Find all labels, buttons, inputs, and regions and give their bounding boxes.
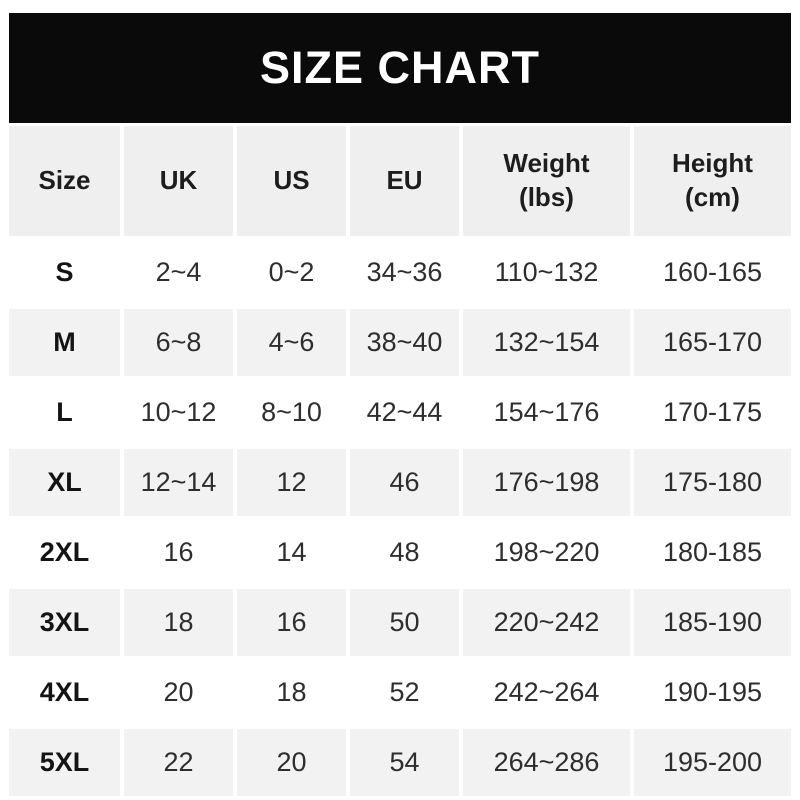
cell-weight: 110~132 — [463, 239, 630, 306]
column-header-us: US — [237, 126, 346, 236]
cell-us: 12 — [237, 449, 346, 516]
size-cell: 5XL — [9, 729, 120, 796]
table-row-2xl: 2XL 16 14 48 198~220 180-185 — [9, 519, 791, 586]
column-header-label: UK — [159, 165, 198, 196]
cell-us: 4~6 — [237, 309, 346, 376]
column-header-label: Weight — [503, 148, 590, 179]
column-header-weight: Weight (lbs) — [463, 126, 630, 236]
cell-eu: 48 — [350, 519, 459, 586]
page-title: SIZE CHART — [260, 42, 540, 93]
cell-height: 165-170 — [634, 309, 791, 376]
size-cell: L — [9, 379, 120, 446]
size-cell: M — [9, 309, 120, 376]
cell-height: 195-200 — [634, 729, 791, 796]
column-header-label: Height — [672, 148, 753, 179]
cell-eu: 42~44 — [350, 379, 459, 446]
column-header-eu: EU — [350, 126, 459, 236]
cell-eu: 50 — [350, 589, 459, 656]
table-row-5xl: 5XL 22 20 54 264~286 195-200 — [9, 729, 791, 796]
cell-us: 20 — [237, 729, 346, 796]
size-table: Size UK US EU Weight (lbs) Height (cm) S 2~4 0~2 3… — [5, 123, 795, 799]
table-row-l: L 10~12 8~10 42~44 154~176 170-175 — [9, 379, 791, 446]
table-row-3xl: 3XL 18 16 50 220~242 185-190 — [9, 589, 791, 656]
cell-height: 170-175 — [634, 379, 791, 446]
cell-uk: 2~4 — [124, 239, 233, 306]
size-chart-page: SIZE CHART Size UK US EU Weight (lbs) Height (c… — [0, 13, 800, 799]
table-header-row: Size UK US EU Weight (lbs) Height (cm) — [9, 126, 791, 236]
column-header-height: Height (cm) — [634, 126, 791, 236]
cell-height: 160-165 — [634, 239, 791, 306]
cell-us: 0~2 — [237, 239, 346, 306]
cell-eu: 54 — [350, 729, 459, 796]
table-row-m: M 6~8 4~6 38~40 132~154 165-170 — [9, 309, 791, 376]
cell-uk: 16 — [124, 519, 233, 586]
size-cell: 2XL — [9, 519, 120, 586]
table-row-xl: XL 12~14 12 46 176~198 175-180 — [9, 449, 791, 516]
size-cell: XL — [9, 449, 120, 516]
cell-us: 14 — [237, 519, 346, 586]
table-row-4xl: 4XL 20 18 52 242~264 190-195 — [9, 659, 791, 726]
cell-us: 16 — [237, 589, 346, 656]
column-header-sublabel: (lbs) — [519, 182, 574, 212]
cell-height: 175-180 — [634, 449, 791, 516]
cell-eu: 46 — [350, 449, 459, 516]
column-header-sublabel: (cm) — [685, 182, 740, 212]
table-row-s: S 2~4 0~2 34~36 110~132 160-165 — [9, 239, 791, 306]
cell-uk: 20 — [124, 659, 233, 726]
cell-uk: 10~12 — [124, 379, 233, 446]
size-cell: 4XL — [9, 659, 120, 726]
column-header-label: US — [273, 165, 310, 196]
cell-us: 18 — [237, 659, 346, 726]
cell-us: 8~10 — [237, 379, 346, 446]
cell-height: 190-195 — [634, 659, 791, 726]
cell-uk: 18 — [124, 589, 233, 656]
cell-weight: 264~286 — [463, 729, 630, 796]
cell-height: 185-190 — [634, 589, 791, 656]
column-header-label: EU — [386, 165, 423, 196]
cell-weight: 132~154 — [463, 309, 630, 376]
column-header-size: Size — [9, 126, 120, 236]
cell-eu: 52 — [350, 659, 459, 726]
cell-eu: 38~40 — [350, 309, 459, 376]
cell-uk: 22 — [124, 729, 233, 796]
size-cell: S — [9, 239, 120, 306]
cell-eu: 34~36 — [350, 239, 459, 306]
cell-uk: 12~14 — [124, 449, 233, 516]
cell-uk: 6~8 — [124, 309, 233, 376]
banner: SIZE CHART — [9, 13, 791, 123]
cell-height: 180-185 — [634, 519, 791, 586]
cell-weight: 154~176 — [463, 379, 630, 446]
cell-weight: 220~242 — [463, 589, 630, 656]
size-cell: 3XL — [9, 589, 120, 656]
cell-weight: 198~220 — [463, 519, 630, 586]
column-header-label: Size — [38, 165, 91, 196]
column-header-uk: UK — [124, 126, 233, 236]
cell-weight: 242~264 — [463, 659, 630, 726]
cell-weight: 176~198 — [463, 449, 630, 516]
